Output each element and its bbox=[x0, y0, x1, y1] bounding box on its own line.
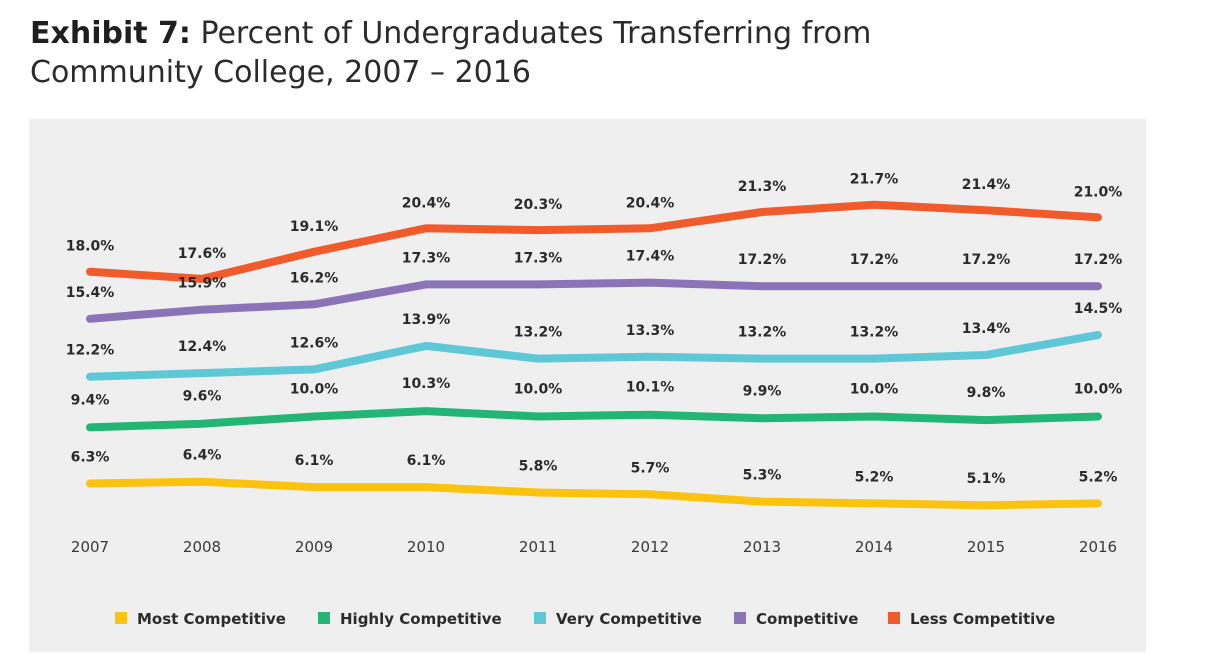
data-label-highly-competitive-2015: 9.8% bbox=[967, 385, 1006, 401]
x-tick-label-2014: 2014 bbox=[855, 538, 893, 556]
data-label-less-competitive-2009: 19.1% bbox=[290, 219, 339, 235]
data-label-less-competitive-2010: 20.4% bbox=[402, 195, 451, 211]
legend-swatch-very-competitive bbox=[534, 612, 546, 624]
data-label-highly-competitive-2009: 10.0% bbox=[290, 382, 339, 398]
data-label-most-competitive-2012: 5.7% bbox=[631, 460, 670, 476]
data-label-very-competitive-2010: 13.9% bbox=[402, 312, 451, 328]
data-label-very-competitive-2011: 13.2% bbox=[514, 325, 563, 341]
data-label-most-competitive-2011: 5.8% bbox=[519, 459, 558, 475]
x-tick-label-2013: 2013 bbox=[743, 538, 781, 556]
data-label-most-competitive-2008: 6.4% bbox=[183, 448, 222, 464]
legend-swatch-competitive bbox=[734, 612, 746, 624]
data-label-highly-competitive-2007: 9.4% bbox=[71, 392, 110, 408]
legend-item-competitive: Competitive bbox=[734, 610, 858, 628]
legend-label-very-competitive: Very Competitive bbox=[556, 610, 702, 628]
legend: Most Competitive Highly Competitive Very C… bbox=[115, 610, 1055, 628]
x-tick-label-2012: 2012 bbox=[631, 538, 669, 556]
series-line-very-competitive bbox=[86, 331, 1102, 381]
legend-swatch-most-competitive bbox=[115, 612, 127, 624]
data-label-less-competitive-2011: 20.3% bbox=[514, 197, 563, 213]
data-label-competitive-2009: 16.2% bbox=[290, 270, 339, 286]
legend-swatch-less-competitive bbox=[888, 612, 900, 624]
data-label-less-competitive-2012: 20.4% bbox=[626, 195, 675, 211]
data-label-less-competitive-2008: 17.6% bbox=[178, 246, 227, 262]
series-line-less-competitive bbox=[86, 200, 1102, 283]
data-label-very-competitive-2014: 13.2% bbox=[850, 325, 899, 341]
data-label-competitive-2007: 15.4% bbox=[66, 285, 115, 301]
data-label-less-competitive-2016: 21.0% bbox=[1074, 184, 1123, 200]
data-label-most-competitive-2016: 5.2% bbox=[1079, 469, 1118, 485]
data-label-competitive-2013: 17.2% bbox=[738, 252, 787, 268]
data-label-highly-competitive-2010: 10.3% bbox=[402, 376, 451, 392]
data-label-very-competitive-2016: 14.5% bbox=[1074, 301, 1123, 317]
data-label-highly-competitive-2011: 10.0% bbox=[514, 382, 563, 398]
legend-item-less-competitive: Less Competitive bbox=[888, 610, 1055, 628]
data-label-competitive-2015: 17.2% bbox=[962, 252, 1011, 268]
data-label-competitive-2016: 17.2% bbox=[1074, 252, 1123, 268]
data-label-highly-competitive-2013: 9.9% bbox=[743, 383, 782, 399]
data-label-competitive-2008: 15.9% bbox=[178, 276, 227, 292]
data-label-very-competitive-2007: 12.2% bbox=[66, 343, 115, 359]
legend-item-most-competitive: Most Competitive bbox=[115, 610, 286, 628]
x-tick-label-2010: 2010 bbox=[407, 538, 445, 556]
legend-label-competitive: Competitive bbox=[756, 610, 858, 628]
exhibit-label: Exhibit 7: bbox=[30, 16, 191, 51]
x-tick-label-2008: 2008 bbox=[183, 538, 221, 556]
data-label-most-competitive-2013: 5.3% bbox=[743, 468, 782, 484]
data-label-highly-competitive-2014: 10.0% bbox=[850, 382, 899, 398]
x-tick-label-2011: 2011 bbox=[519, 538, 557, 556]
legend-item-highly-competitive: Highly Competitive bbox=[318, 610, 502, 628]
data-label-highly-competitive-2008: 9.6% bbox=[183, 389, 222, 405]
data-labels: 6.3% 6.4% 6.1% 6.1% 5.8% 5.7% 5.3% 5.2% 5.1% 5.2%… bbox=[66, 172, 1123, 488]
data-label-competitive-2012: 17.4% bbox=[626, 249, 675, 265]
series-line-most-competitive bbox=[86, 477, 1102, 510]
data-label-very-competitive-2013: 13.2% bbox=[738, 325, 787, 341]
data-label-less-competitive-2013: 21.3% bbox=[738, 179, 787, 195]
data-label-less-competitive-2007: 18.0% bbox=[66, 239, 115, 255]
x-tick-label-2016: 2016 bbox=[1079, 538, 1117, 556]
legend-swatch-highly-competitive bbox=[318, 612, 330, 624]
data-label-less-competitive-2015: 21.4% bbox=[962, 177, 1011, 193]
data-label-very-competitive-2009: 12.6% bbox=[290, 335, 339, 351]
data-label-less-competitive-2014: 21.7% bbox=[850, 172, 899, 188]
line-chart: 6.3% 6.4% 6.1% 6.1% 5.8% 5.7% 5.3% 5.2% 5.1% 5.2%… bbox=[66, 172, 1123, 628]
title-line-2: Community College, 2007 – 2016 bbox=[30, 55, 531, 90]
series-line-highly-competitive bbox=[86, 407, 1102, 432]
x-axis-ticks: 2007 2008 2009 2010 2011 2012 2013 2014 2015 2016 bbox=[71, 538, 1117, 556]
series-line-competitive bbox=[86, 278, 1102, 323]
data-label-competitive-2010: 17.3% bbox=[402, 250, 451, 266]
data-label-highly-competitive-2012: 10.1% bbox=[626, 380, 675, 396]
series-lines bbox=[86, 200, 1102, 510]
legend-item-very-competitive: Very Competitive bbox=[534, 610, 702, 628]
data-label-most-competitive-2009: 6.1% bbox=[295, 453, 334, 469]
data-label-most-competitive-2010: 6.1% bbox=[407, 453, 446, 469]
title-line-1: Percent of Undergraduates Transferring f… bbox=[200, 16, 872, 51]
x-tick-label-2009: 2009 bbox=[295, 538, 333, 556]
data-label-most-competitive-2007: 6.3% bbox=[71, 450, 110, 466]
data-label-very-competitive-2012: 13.3% bbox=[626, 323, 675, 339]
data-label-very-competitive-2015: 13.4% bbox=[962, 321, 1011, 337]
data-label-most-competitive-2014: 5.2% bbox=[855, 469, 894, 485]
data-label-very-competitive-2008: 12.4% bbox=[178, 339, 227, 355]
plot-panel: 6.3% 6.4% 6.1% 6.1% 5.8% 5.7% 5.3% 5.2% 5.1% 5.2%… bbox=[29, 119, 1146, 652]
legend-label-less-competitive: Less Competitive bbox=[910, 610, 1055, 628]
x-tick-label-2015: 2015 bbox=[967, 538, 1005, 556]
x-tick-label-2007: 2007 bbox=[71, 538, 109, 556]
data-label-highly-competitive-2016: 10.0% bbox=[1074, 382, 1123, 398]
chart-title: Exhibit 7: Percent of Undergraduates Tra… bbox=[30, 14, 1030, 92]
legend-label-highly-competitive: Highly Competitive bbox=[340, 610, 502, 628]
legend-label-most-competitive: Most Competitive bbox=[137, 610, 286, 628]
data-label-most-competitive-2015: 5.1% bbox=[967, 471, 1006, 487]
data-label-competitive-2011: 17.3% bbox=[514, 250, 563, 266]
data-label-competitive-2014: 17.2% bbox=[850, 252, 899, 268]
